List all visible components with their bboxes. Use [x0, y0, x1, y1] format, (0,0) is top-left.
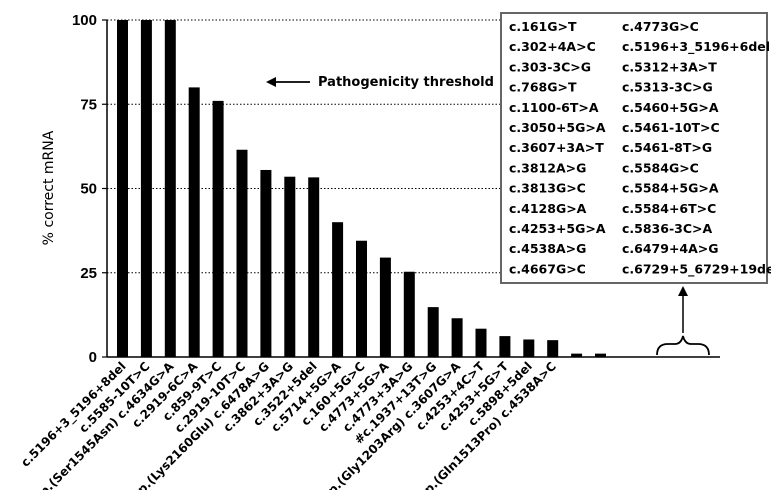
- legend-item: c.6729+5_6729+19del: [622, 261, 771, 277]
- bar: [284, 176, 296, 357]
- bar: [164, 20, 176, 357]
- gridlines: [107, 19, 720, 274]
- legend-item: c.5461-10T>C: [622, 120, 720, 135]
- x-tick-labels: c.5196+3_5196+8delc.5585-10T>Cp.(Ser1545…: [18, 359, 559, 490]
- bar: [117, 20, 128, 357]
- legend-item: c.5584G>C: [622, 160, 699, 175]
- y-axis-label: % correct mRNA: [41, 130, 57, 245]
- y-tick-label: 50: [80, 181, 97, 198]
- bar: [332, 222, 344, 357]
- legend-item: c.5584+5G>A: [622, 181, 719, 196]
- bar: [451, 318, 463, 357]
- bar: [260, 169, 272, 357]
- legend-item: c.6479+4A>G: [622, 241, 719, 256]
- bar: [499, 336, 511, 357]
- bar: [523, 339, 535, 357]
- bar: [379, 257, 391, 357]
- y-tick-label: 100: [72, 12, 97, 29]
- legend-item: c.303-3C>G: [509, 59, 591, 74]
- bar: [236, 149, 248, 357]
- y-tick-label: 25: [80, 265, 97, 282]
- y-tick-labels: 0 25 50 75 100: [72, 12, 107, 366]
- threshold-annotation: Pathogenicity threshold: [266, 75, 494, 90]
- bar: [140, 20, 152, 357]
- legend-item: c.3813G>C: [509, 181, 586, 196]
- bar: [356, 240, 367, 357]
- legend-item: c.3812A>G: [509, 160, 586, 175]
- legend-item: c.5836-3C>A: [622, 221, 712, 236]
- grouping-brace: [656, 286, 710, 356]
- legend-item: c.4667G>C: [509, 261, 586, 276]
- legend-item: c.4538A>G: [509, 241, 586, 256]
- bar: [571, 353, 583, 357]
- bar: [308, 177, 320, 357]
- legend-item: c.3607+3A>T: [509, 140, 604, 155]
- brace-arrowhead: [678, 286, 688, 296]
- legend-item: c.4253+5G>A: [509, 221, 606, 236]
- legend-item: c.5461-8T>G: [622, 140, 712, 155]
- legend-item: c.3050+5G>A: [509, 120, 606, 135]
- legend-item: c.1100-6T>A: [509, 100, 599, 115]
- y-tick-label: 0: [89, 349, 97, 366]
- y-tick-label: 75: [80, 96, 97, 113]
- legend-item: c.161G>T: [509, 19, 577, 34]
- legend-item: c.5312+3A>T: [622, 59, 717, 74]
- bar: [212, 100, 224, 357]
- variant-legend-box: c.161G>T c.302+4A>C c.303-3C>G c.768G>T c.11…: [500, 12, 771, 284]
- bar: [595, 353, 606, 357]
- legend-item: c.5196+3_5196+6del: [622, 39, 770, 55]
- bars-group: [117, 20, 606, 358]
- brace-shape: [656, 335, 710, 356]
- legend-item: c.5460+5G>A: [622, 100, 719, 115]
- legend-item: c.5313-3C>G: [622, 80, 713, 95]
- threshold-arrowhead: [266, 77, 276, 87]
- legend-item: c.4773G>C: [622, 19, 699, 34]
- bar: [188, 87, 200, 358]
- bar: [547, 340, 559, 357]
- bar: [475, 328, 487, 357]
- bar: [427, 307, 439, 357]
- legend-item: c.768G>T: [509, 80, 577, 95]
- legend-frame: [500, 12, 768, 284]
- legend-item: c.4128G>A: [509, 201, 587, 216]
- threshold-annotation-text: Pathogenicity threshold: [318, 75, 494, 90]
- legend-item: c.5584+6T>C: [622, 201, 716, 216]
- legend-item: c.302+4A>C: [509, 39, 596, 54]
- bar: [403, 271, 415, 357]
